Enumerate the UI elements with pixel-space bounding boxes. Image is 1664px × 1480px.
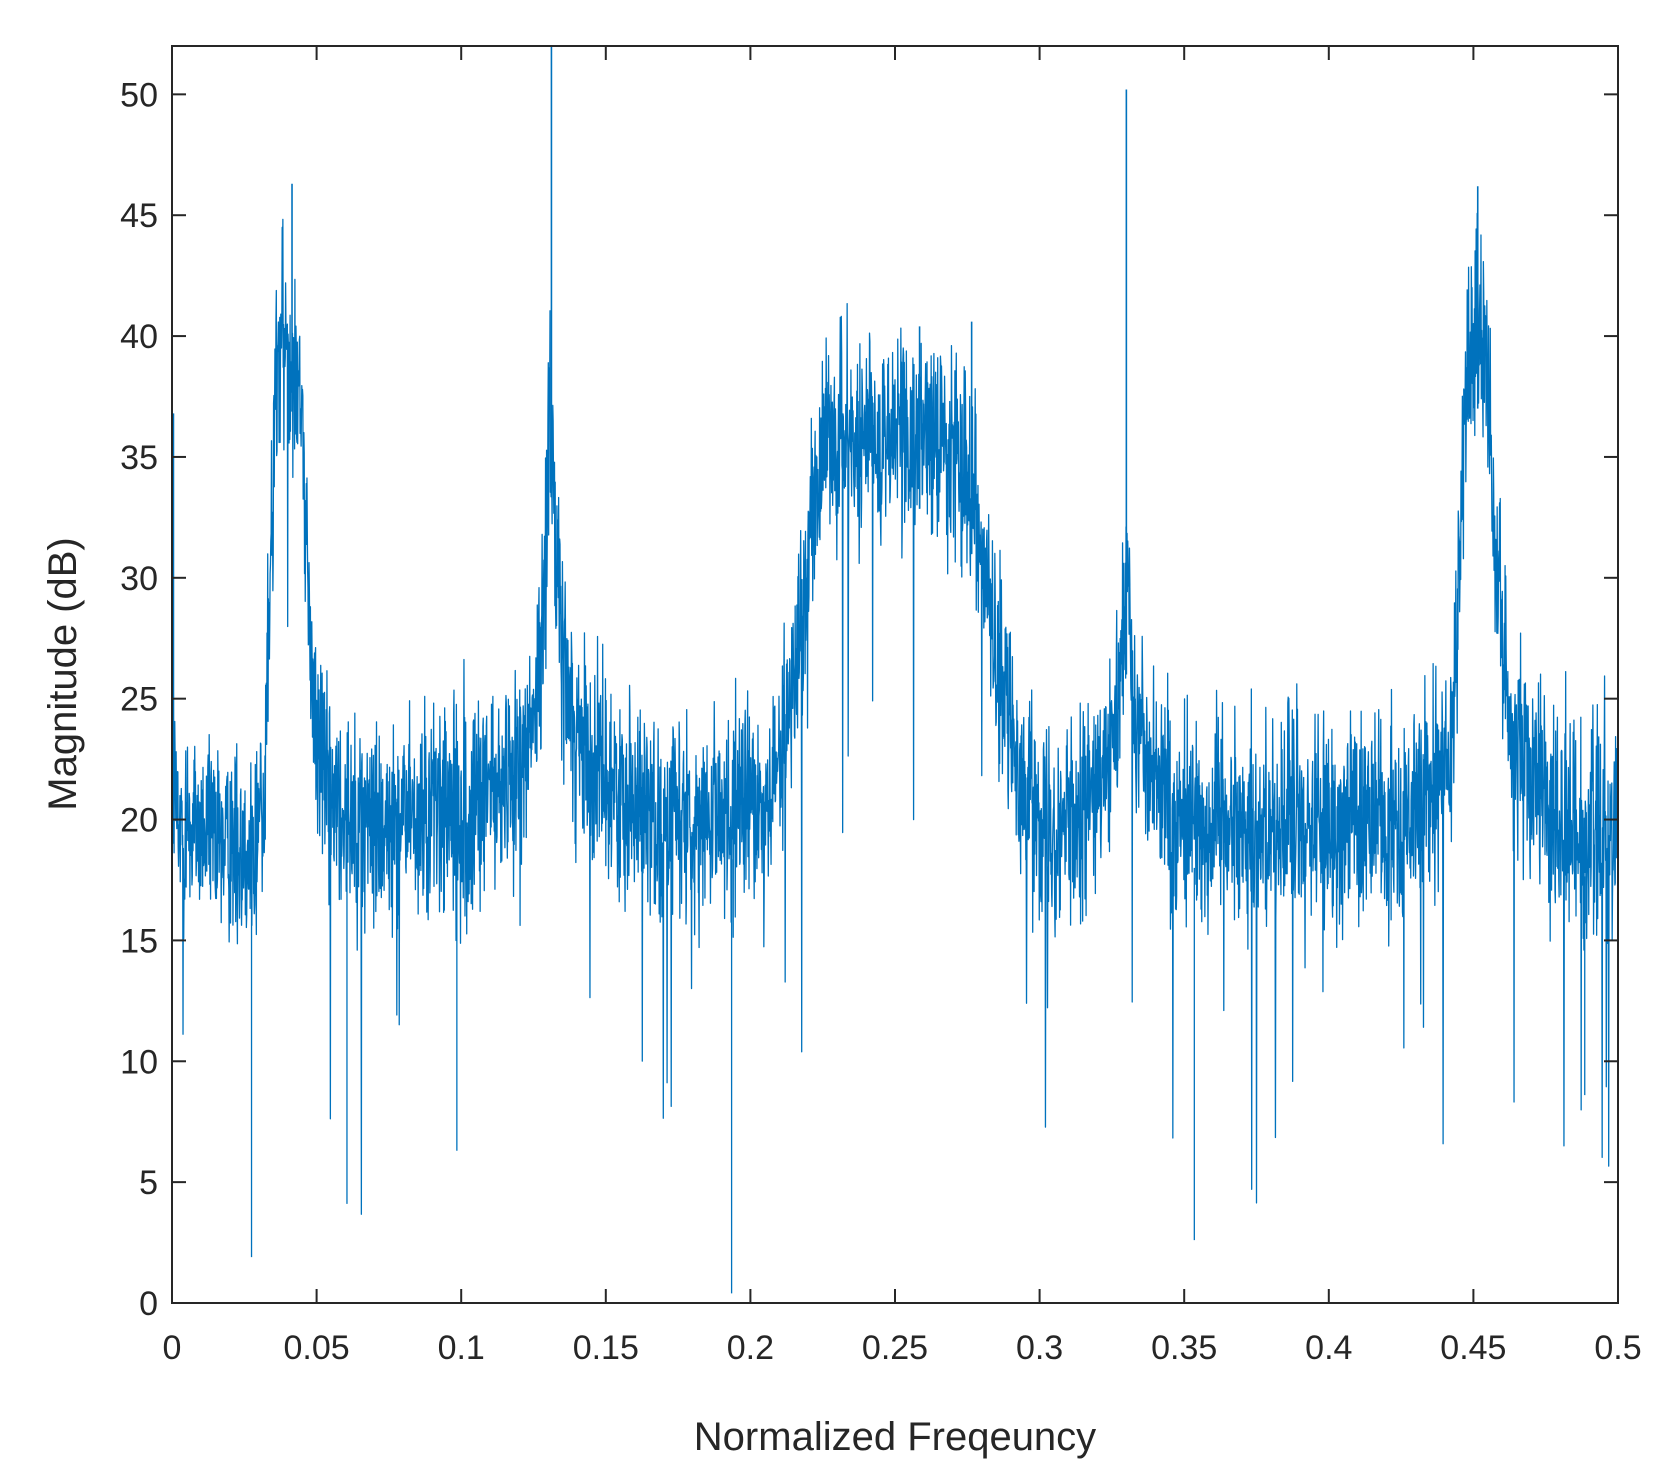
spectrum-line [171, 212, 1619, 1215]
x-tick-label: 0.5 [1594, 1329, 1641, 1367]
x-tick-label: 0.1 [438, 1329, 485, 1367]
x-tick-label: 0.05 [284, 1329, 350, 1367]
y-axis-label: Magnitude (dB) [41, 537, 85, 810]
x-axis-ticks: 0 0.05 0.1 0.15 0.2 0.25 0.3 0.35 0.4 0.45 0.5 [163, 46, 1642, 1367]
y-tick-label: 50 [120, 76, 158, 114]
y-tick-label: 25 [120, 681, 158, 719]
x-tick-label: 0.25 [862, 1329, 928, 1367]
y-tick-label: 10 [120, 1043, 158, 1081]
x-tick-label: 0.4 [1305, 1329, 1352, 1367]
x-tick-label: 0.15 [573, 1329, 639, 1367]
y-tick-label: 20 [120, 802, 158, 840]
y-tick-label: 0 [139, 1285, 158, 1323]
y-tick-label: 15 [120, 922, 158, 960]
y-axis-ticks: 0 5 10 15 20 25 30 35 40 45 50 [120, 76, 1618, 1323]
y-tick-label: 5 [139, 1164, 158, 1202]
y-tick-label: 35 [120, 439, 158, 477]
plot-background [172, 46, 1618, 1303]
x-axis-label: Normalized Freqeuncy [694, 1415, 1096, 1459]
y-tick-label: 30 [120, 560, 158, 598]
plot-frame [171, 45, 1619, 1304]
x-tick-label: 0.2 [727, 1329, 774, 1367]
spectrum-trace [171, 46, 1619, 1294]
x-tick-label: 0.35 [1151, 1329, 1217, 1367]
x-tick-label: 0 [163, 1329, 182, 1367]
x-tick-label: 0.3 [1016, 1329, 1063, 1367]
y-tick-label: 45 [120, 197, 158, 235]
x-tick-label: 0.45 [1440, 1329, 1506, 1367]
y-tick-label: 40 [120, 318, 158, 356]
